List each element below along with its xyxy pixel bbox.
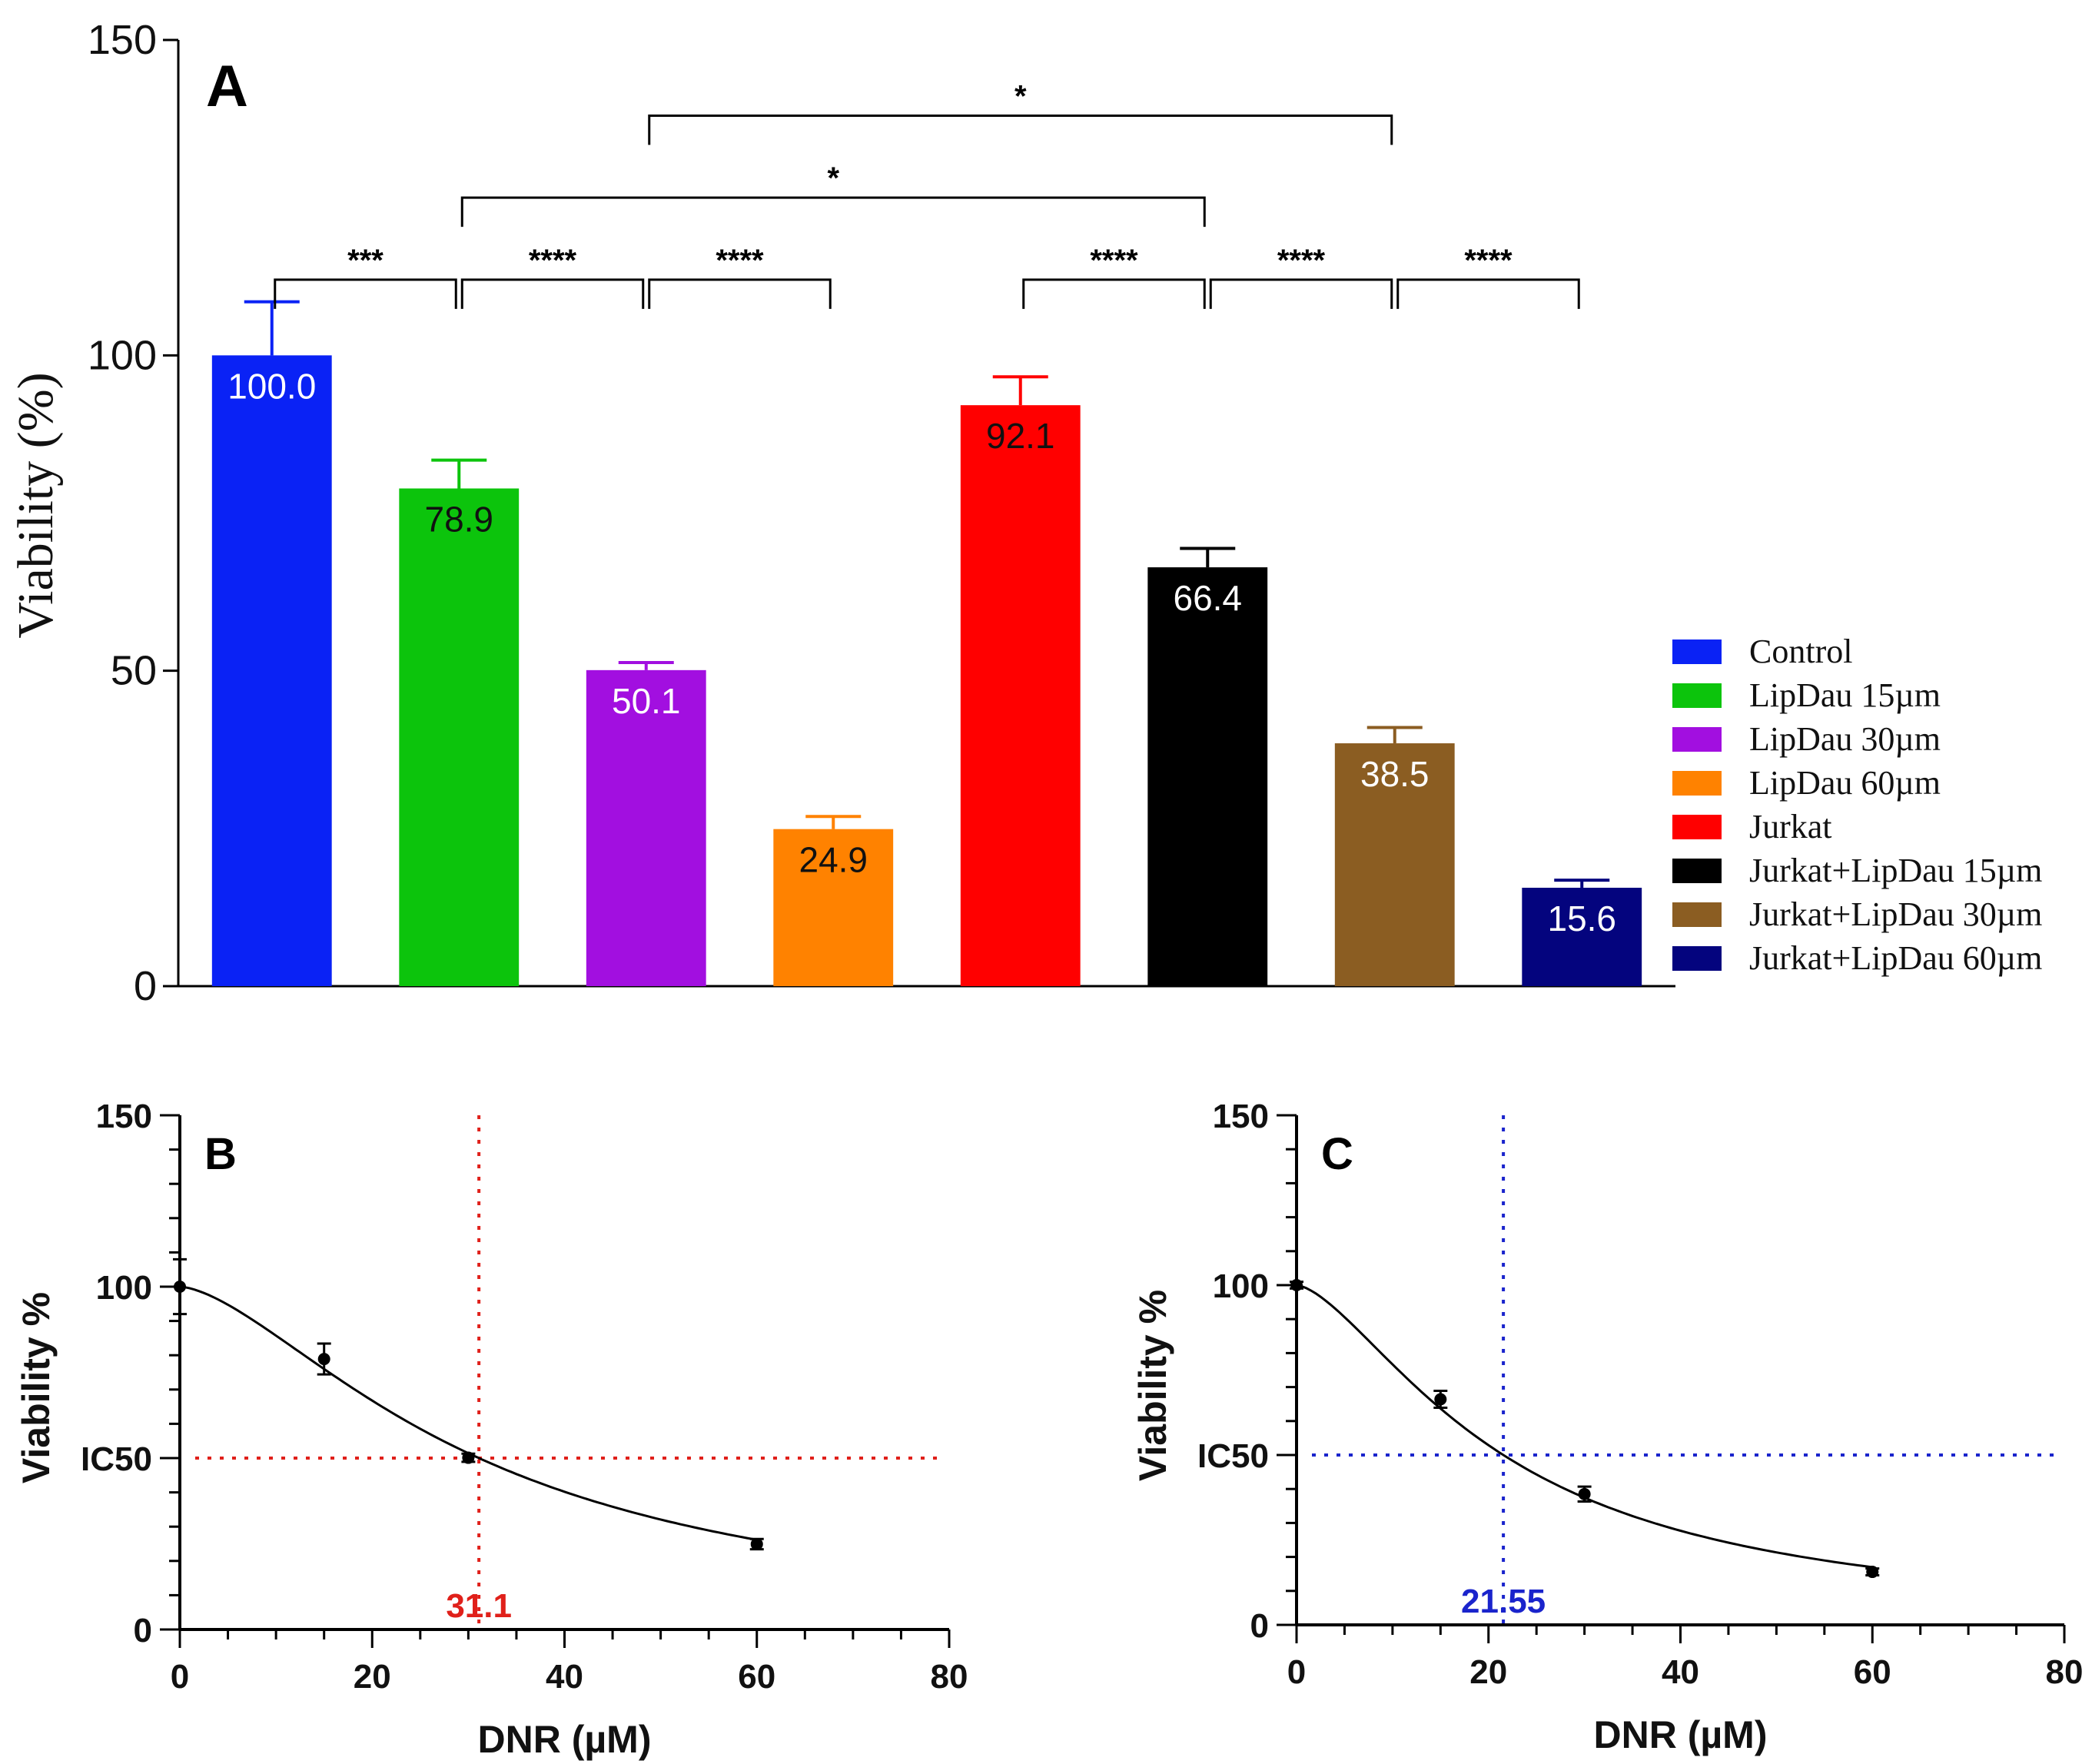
significance-stars: **** [716, 244, 764, 277]
significance-bracket [460, 196, 1206, 228]
y-tick-label: 150 [96, 1098, 152, 1135]
significance-bracket [648, 278, 832, 309]
data-point [1866, 1566, 1879, 1579]
bar [773, 829, 894, 986]
fit-curve [1296, 1284, 1873, 1569]
bar-value-label: 50.1 [612, 681, 681, 721]
y-axis-title: Viability % [1131, 1290, 1174, 1481]
ic50-value-label: 21.55 [1461, 1583, 1546, 1620]
significance-bracket [460, 278, 645, 309]
panel-c-dose-response: 0 IC50 100 150 0 20 40 60 80 DNR (µM) Viability % C… [1131, 1098, 2083, 1756]
bar [1334, 743, 1455, 986]
legend-swatch [1672, 859, 1722, 883]
legend-label: LipDau 15µm [1749, 676, 1941, 714]
data-point [462, 1451, 475, 1464]
y-tick-label: 100 [88, 332, 157, 378]
legend-label: LipDau 30µm [1749, 720, 1941, 758]
x-tick-label: 20 [1469, 1653, 1507, 1691]
bar [1147, 567, 1268, 986]
legend-swatch [1672, 902, 1722, 927]
bar [399, 488, 520, 986]
x-tick-label: 20 [354, 1658, 391, 1696]
legend-swatch [1672, 946, 1722, 971]
y-tick-label: 0 [1250, 1607, 1269, 1645]
significance-stars: * [1014, 79, 1027, 113]
significance-stars: **** [1090, 244, 1138, 277]
bar [211, 355, 332, 986]
significance-stars: * [827, 161, 839, 195]
y-tick-label: IC50 [81, 1440, 152, 1478]
legend-label: Jurkat+LipDau 60µm [1749, 939, 2042, 977]
y-tick-label: 100 [1213, 1267, 1269, 1305]
data-point [750, 1537, 763, 1550]
y-tick-label: 150 [1213, 1098, 1269, 1135]
significance-stars: *** [347, 244, 384, 277]
significance-stars: **** [1464, 244, 1513, 277]
data-point [317, 1353, 330, 1366]
data-point [1434, 1393, 1447, 1406]
y-tick-label: 50 [111, 648, 157, 694]
significance-stars: **** [1277, 244, 1326, 277]
significance-bracket [648, 114, 1393, 145]
panel-label: C [1321, 1129, 1353, 1179]
panel-label: B [204, 1129, 237, 1179]
legend-label: Jurkat [1749, 808, 1832, 845]
significance-bracket [1022, 278, 1206, 309]
bar-value-label: 24.9 [799, 840, 868, 880]
bar-value-label: 100.0 [227, 366, 316, 406]
data-point [174, 1281, 186, 1293]
x-tick-label: 40 [546, 1658, 583, 1696]
legend-label: Control [1749, 633, 1852, 670]
bar-value-label: 38.5 [1360, 754, 1430, 794]
y-tick-label: 0 [134, 1612, 152, 1649]
x-axis-title: DNR (µM) [478, 1718, 652, 1761]
significance-bracket [1396, 278, 1580, 309]
x-tick-label: 60 [1854, 1653, 1891, 1691]
bar [586, 669, 706, 986]
legend-label: Jurkat+LipDau 15µm [1749, 852, 2042, 889]
significance-stars: **** [529, 244, 577, 277]
significance-bracket [274, 278, 457, 309]
legend-label: LipDau 60µm [1749, 764, 1941, 802]
y-tick-label: 150 [88, 17, 157, 63]
data-point [1578, 1487, 1591, 1500]
legend-swatch [1672, 771, 1722, 796]
fit-curve [179, 1285, 758, 1541]
x-axis-title: DNR (µM) [1594, 1713, 1768, 1756]
x-tick-label: 0 [171, 1658, 189, 1696]
panel-a-bar-chart: 0 50 100 150 Viability (%) A 100.0 78.9 50.1 24.9… [8, 17, 2042, 1009]
significance-bracket [1209, 278, 1393, 309]
panel-label: A [206, 54, 248, 119]
y-tick-label: IC50 [1197, 1437, 1269, 1475]
bar-value-label: 66.4 [1173, 578, 1242, 618]
legend-swatch [1672, 683, 1722, 708]
y-axis-title: Viability (%) [8, 372, 64, 638]
legend-swatch [1672, 639, 1722, 664]
legend-label: Jurkat+LipDau 30µm [1749, 895, 2042, 933]
x-tick-label: 0 [1287, 1653, 1306, 1691]
bar [1522, 887, 1642, 986]
panel-b-dose-response: 0 IC50 100 150 0 20 40 60 80 DNR (µM) Viability % B… [15, 1098, 968, 1761]
ic50-value-label: 31.1 [446, 1587, 512, 1625]
x-tick-label: 80 [931, 1658, 968, 1696]
bar-value-label: 15.6 [1547, 899, 1616, 938]
y-tick-label: 100 [96, 1269, 152, 1307]
y-axis-title: Viability % [15, 1292, 58, 1483]
data-point [1290, 1279, 1303, 1291]
bar-value-label: 78.9 [424, 499, 493, 539]
legend-swatch [1672, 815, 1722, 839]
x-tick-label: 80 [2046, 1653, 2084, 1691]
bar-value-label: 92.1 [986, 416, 1055, 456]
x-tick-label: 60 [738, 1658, 775, 1696]
y-tick-label: 0 [134, 963, 157, 1009]
bar [960, 405, 1081, 986]
legend-swatch [1672, 727, 1722, 752]
x-tick-label: 40 [1662, 1653, 1699, 1691]
